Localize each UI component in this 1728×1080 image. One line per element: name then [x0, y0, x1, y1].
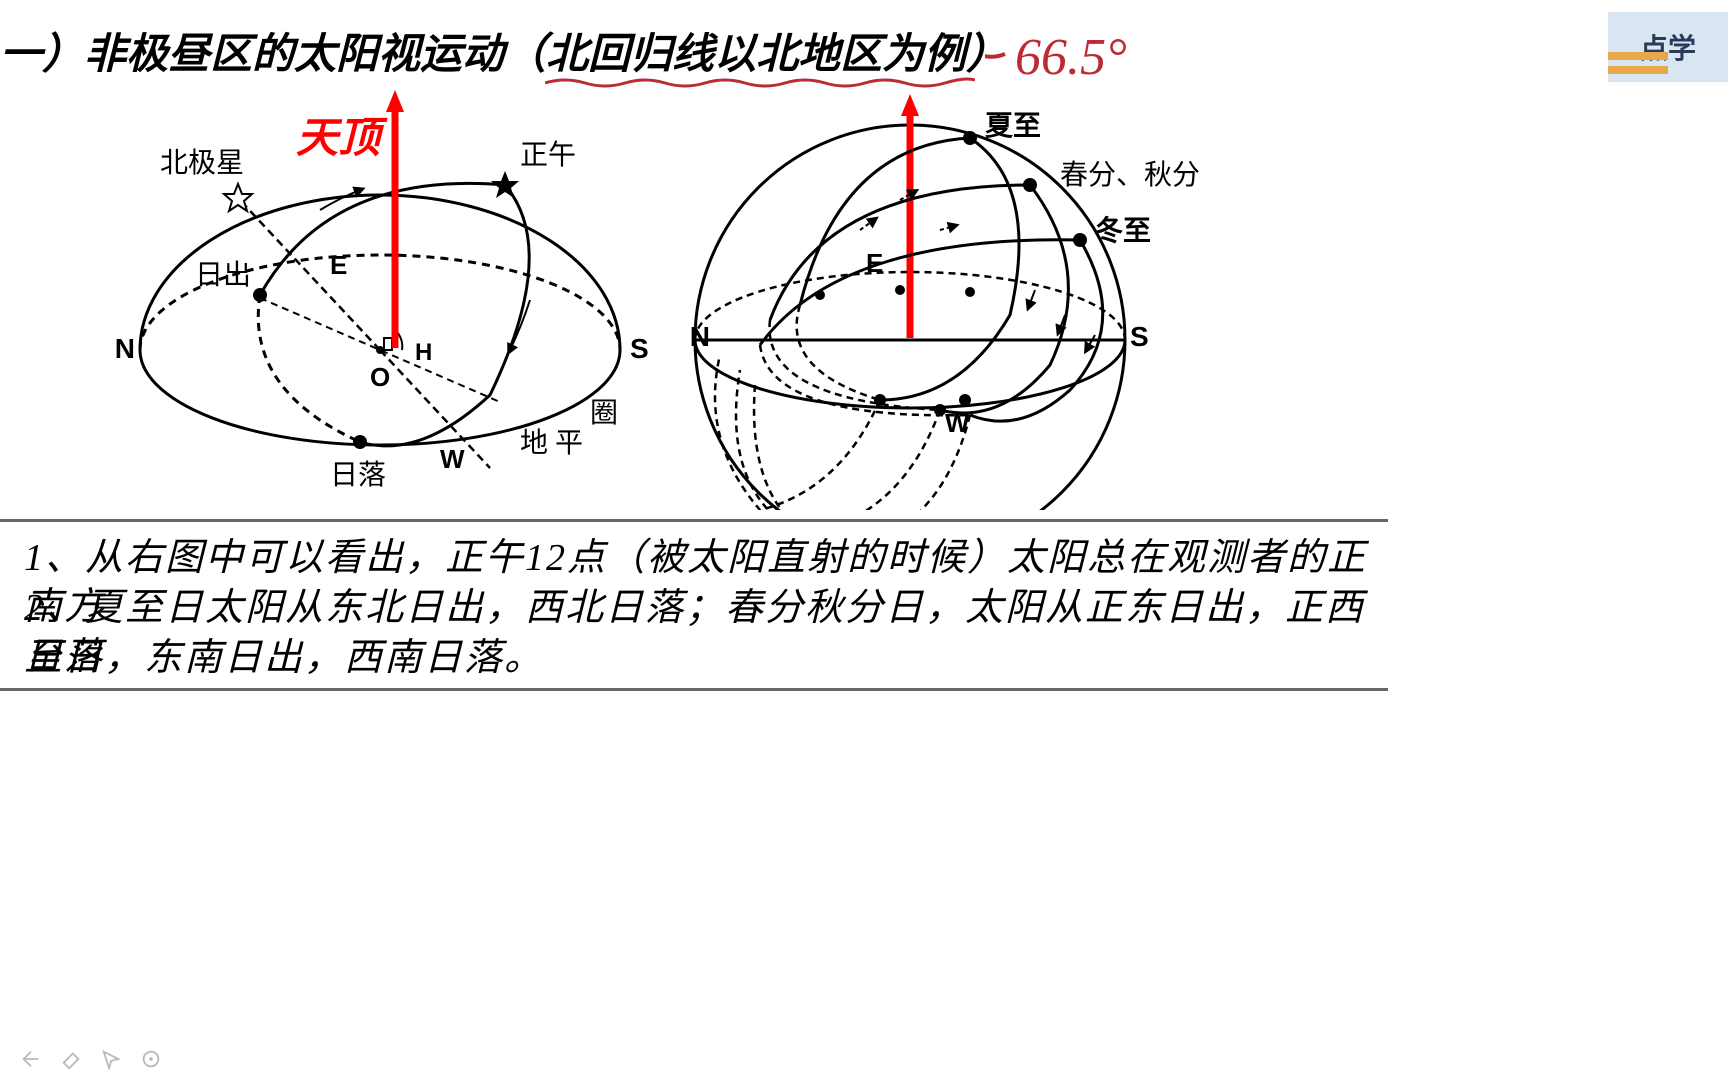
body-line-3: 至日，东南日出，西南日落。 [24, 634, 1384, 683]
svg-text:N: N [690, 321, 710, 352]
svg-text:N: N [115, 333, 135, 364]
svg-text:正午: 正午 [520, 139, 576, 171]
svg-text:O: O [370, 362, 390, 392]
brand-logo: 点学 [1608, 12, 1728, 82]
eraser-icon[interactable] [60, 1048, 82, 1070]
svg-text:北极星: 北极星 [160, 147, 244, 179]
title-underline [545, 76, 975, 90]
svg-text:日落: 日落 [330, 459, 386, 491]
diagram-celestial-spheres: N S E W O H 北极星 正午 日出 日落 地 平 圈 [0, 90, 1388, 510]
svg-text:冬至: 冬至 [1095, 215, 1151, 246]
svg-text:66.5°: 66.5° [1015, 29, 1127, 86]
svg-text:W: W [945, 408, 970, 438]
target-icon[interactable] [140, 1048, 162, 1070]
divider-top [0, 519, 1388, 522]
svg-text:W: W [440, 444, 465, 474]
svg-text:地 平: 地 平 [520, 427, 583, 459]
toolbar [20, 1048, 162, 1070]
undo-icon[interactable] [20, 1048, 42, 1070]
divider-bottom [0, 688, 1388, 691]
svg-text:夏至: 夏至 [985, 110, 1041, 141]
svg-text:S: S [1130, 321, 1149, 352]
svg-text:E: E [866, 248, 883, 278]
right-diagram: N S E W 夏至 春分、秋分 冬至 [690, 94, 1200, 510]
svg-text:春分、秋分: 春分、秋分 [1060, 159, 1200, 191]
page-title: 一）非极昼区的太阳视运动（北回归线以北地区为例） [0, 20, 1008, 81]
svg-text:S: S [630, 333, 649, 364]
svg-text:E: E [330, 250, 347, 280]
svg-text:日出: 日出 [195, 259, 251, 291]
pointer-icon[interactable] [100, 1048, 122, 1070]
left-diagram: N S E W O H 北极星 正午 日出 日落 地 平 圈 [115, 90, 649, 491]
svg-text:H: H [415, 339, 432, 366]
svg-text:圈: 圈 [590, 398, 618, 429]
